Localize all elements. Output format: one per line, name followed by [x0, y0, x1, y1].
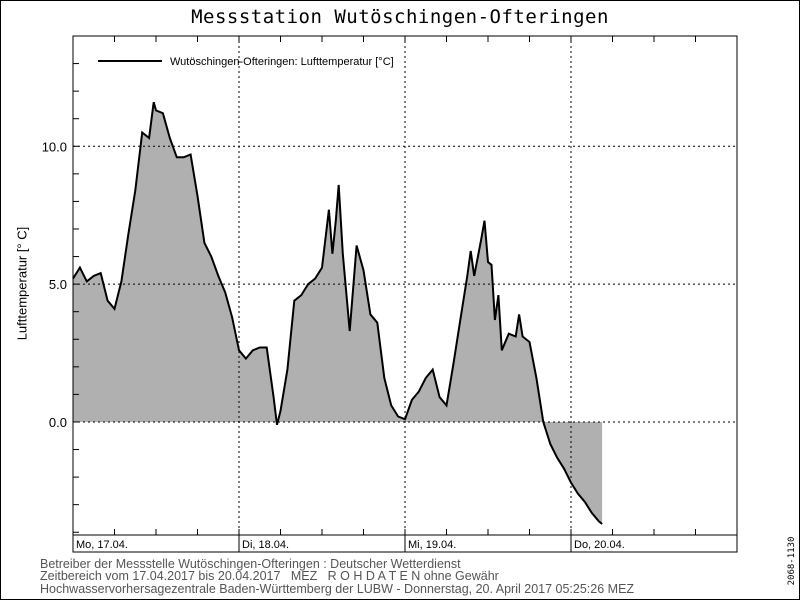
x-tick-label: Do, 20.04.	[574, 539, 625, 551]
footer-time-range: Zeitbereich vom 17.04.2017 bis 20.04.201…	[40, 569, 499, 583]
footer-publisher: Hochwasservorhersagezentrale Baden-Württ…	[40, 582, 635, 596]
x-tick-label: Mo, 17.04.	[76, 539, 128, 551]
y-tick-label: 0.0	[49, 415, 67, 430]
plot-frame	[72, 35, 738, 553]
y-tick-label: 10.0	[42, 139, 67, 154]
chart-title: Messstation Wutöschingen-Ofteringen	[191, 6, 609, 28]
y-tick-label: 5.0	[49, 277, 67, 292]
legend-label: Wutöschingen-Ofteringen: Lufttemperatur …	[170, 56, 394, 68]
area-fill	[73, 102, 603, 524]
footer-operator: Betreiber der Messstelle Wutöschingen-Of…	[40, 557, 461, 571]
station-code: 2068-1130	[787, 536, 797, 586]
x-tick-label: Di, 18.04.	[242, 539, 289, 551]
temperature-line	[72, 101, 603, 525]
x-tick-label: Mi, 19.04.	[408, 539, 456, 551]
